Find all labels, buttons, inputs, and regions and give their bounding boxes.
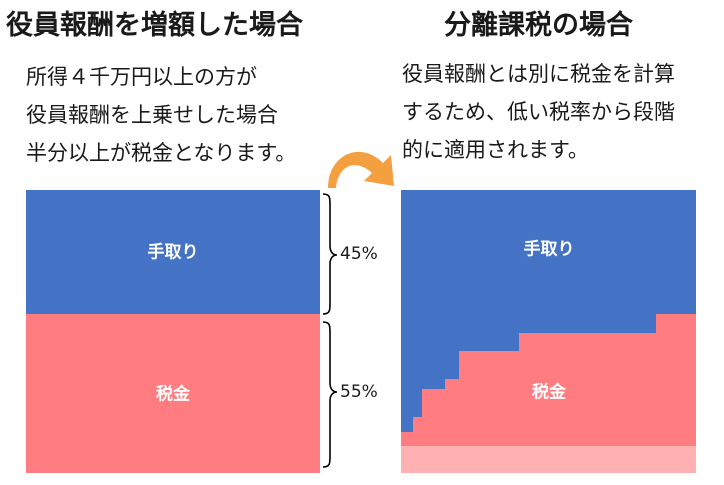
left-description-line-1: 所得４千万円以上の方が: [26, 65, 257, 89]
right-tax-label: 税金: [532, 382, 566, 403]
left-description: 所得４千万円以上の方が 役員報酬を上乗せした場合 半分以上が税金となります。: [26, 58, 296, 172]
left-description-line-2: 役員報酬を上乗せした場合: [26, 103, 278, 127]
right-tax-staircase: [401, 314, 696, 446]
curved-arrow-icon: [328, 151, 394, 188]
right-take-home-label: 手取り: [523, 239, 575, 260]
right-heading: 分離課税の場合: [444, 10, 633, 41]
right-description-line-1: 役員報酬とは別に税金を計算: [402, 62, 675, 86]
right-base-band: [401, 446, 696, 473]
right-description-line-2: するため、低い税率から段階: [402, 100, 675, 124]
brace-45: [322, 193, 338, 315]
left-heading: 役員報酬を増額した場合: [6, 10, 303, 41]
left-take-home-block: [26, 190, 320, 314]
right-description-line-3: 的に適用されます。: [402, 138, 589, 162]
left-take-home-label: 手取り: [147, 242, 199, 263]
left-tax-label: 税金: [156, 384, 190, 405]
left-description-line-3: 半分以上が税金となります。: [26, 141, 297, 165]
left-tax-block: [26, 314, 320, 473]
right-description: 役員報酬とは別に税金を計算 するため、低い税率から段階 的に適用されます。: [402, 55, 675, 169]
brace-55: [322, 321, 338, 468]
tax-percent: 55%: [340, 382, 378, 402]
take-home-percent: 45%: [340, 244, 378, 264]
